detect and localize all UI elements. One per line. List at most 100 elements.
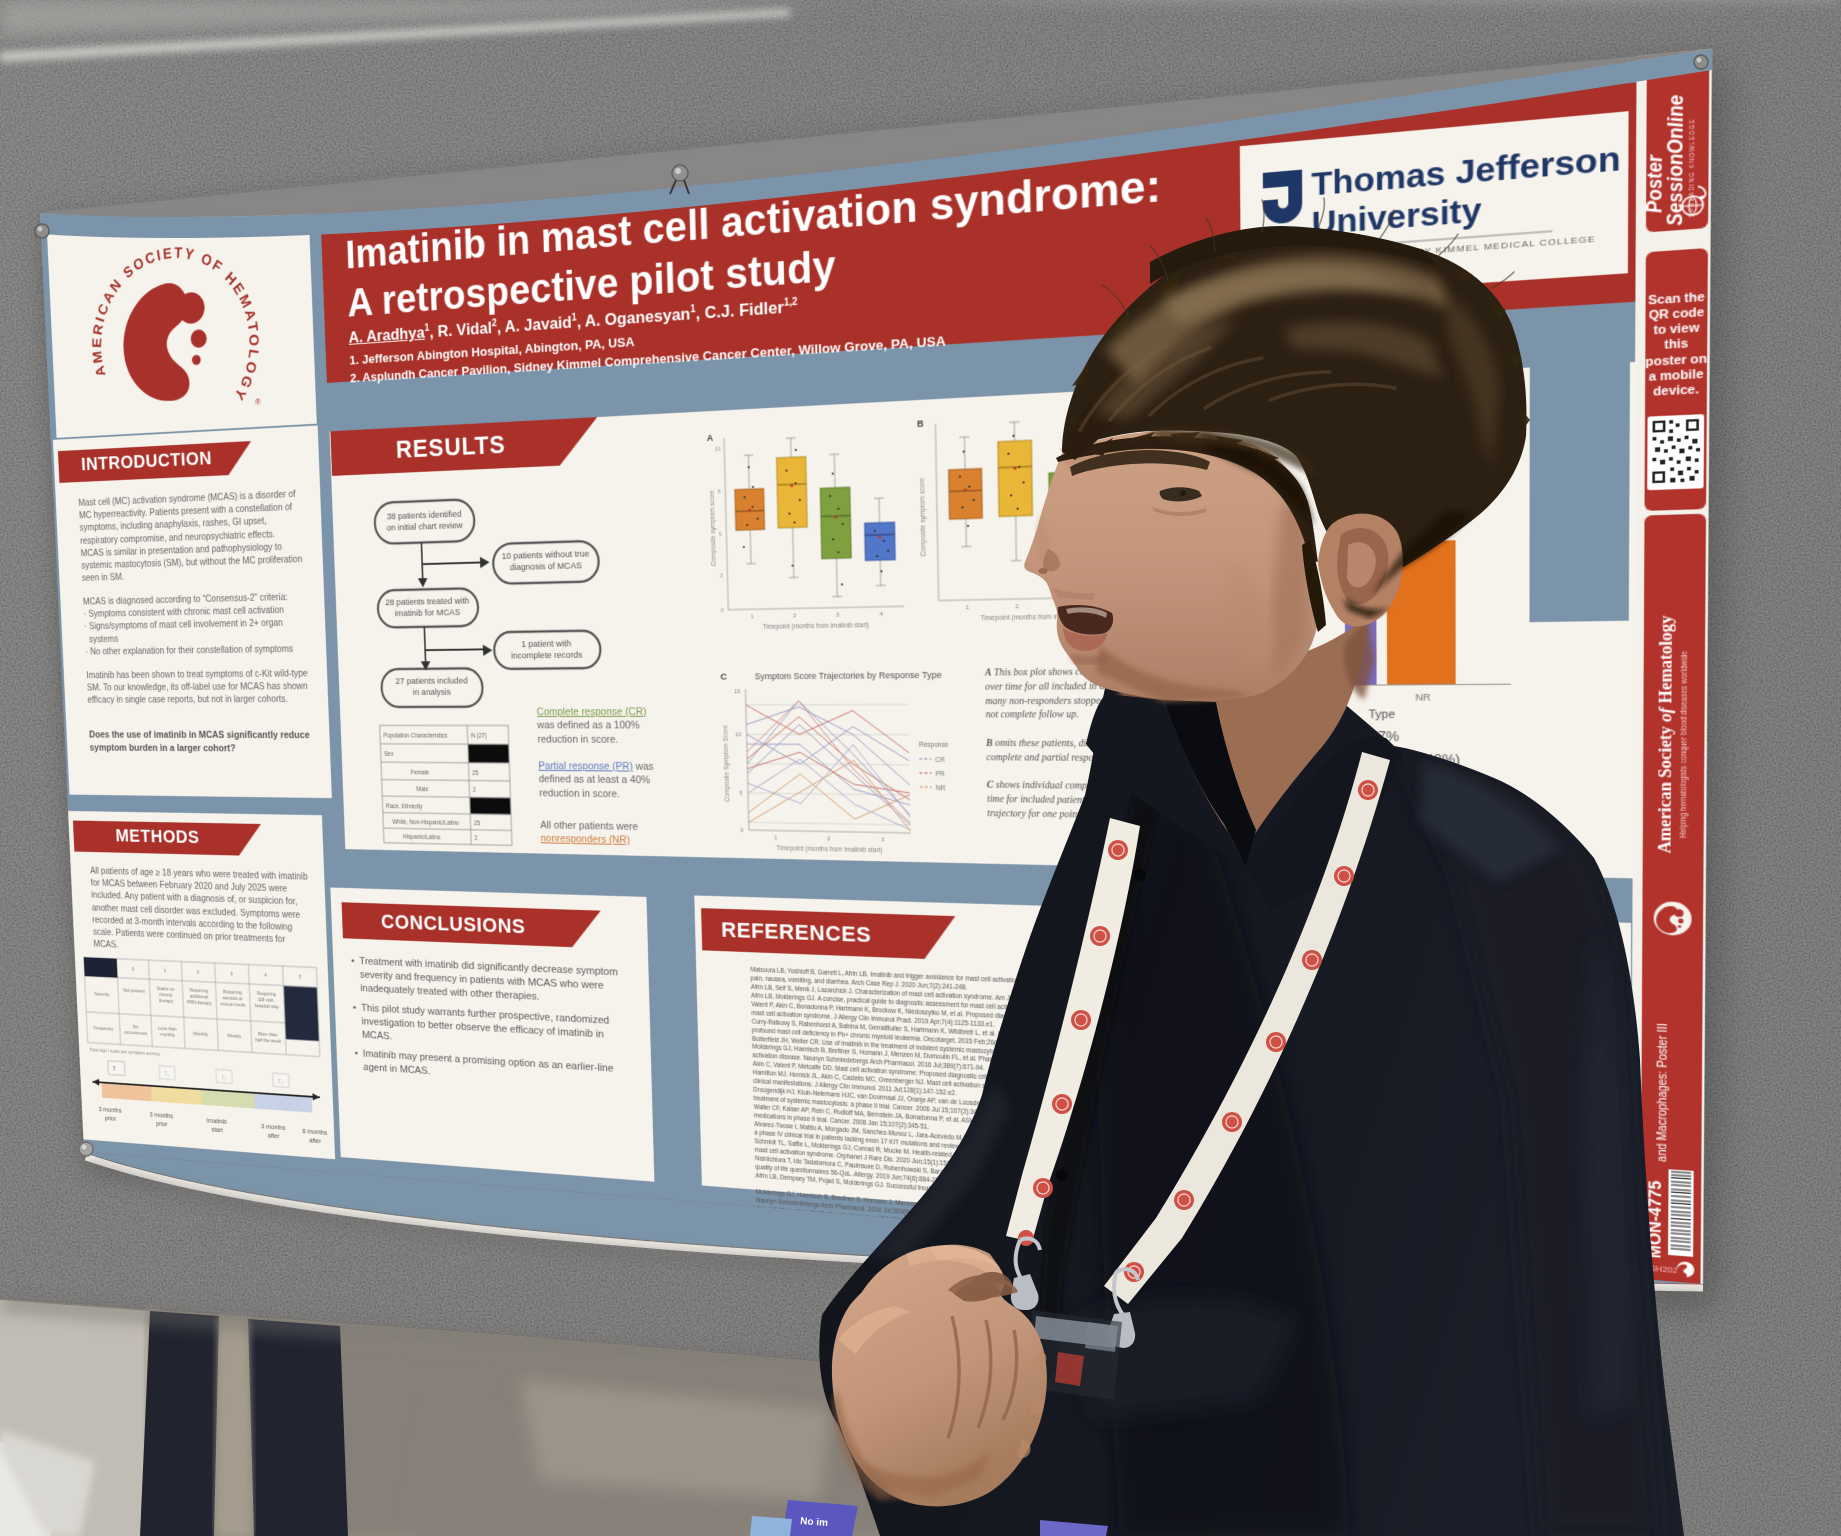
svg-text:5: 5 — [299, 974, 302, 979]
svg-text:additional: additional — [190, 993, 208, 999]
svg-text:Composite Symptom Score: Composite Symptom Score — [723, 725, 732, 802]
svg-text:incomplete records: incomplete records — [511, 650, 583, 661]
svg-text:rescue meds: rescue meds — [220, 1001, 246, 1008]
svg-text:Hispanic/Latino: Hispanic/Latino — [403, 834, 441, 841]
svg-text:15: 15 — [734, 688, 741, 695]
svg-text:®: ® — [255, 397, 261, 407]
svg-text:0: 0 — [740, 827, 744, 834]
svg-text:Race, Ethnicity: Race, Ethnicity — [386, 804, 423, 811]
svg-text:N (27): N (27) — [471, 733, 487, 740]
svg-text:chronic: chronic — [159, 992, 173, 998]
svg-text:3: 3 — [881, 837, 885, 844]
svg-text:diagnosis of MCAS: diagnosis of MCAS — [510, 560, 582, 572]
svg-text:2: 2 — [197, 969, 200, 974]
svg-text:5: 5 — [739, 790, 743, 797]
svg-text:hospital stay: hospital stay — [255, 1003, 280, 1010]
svg-text:Not present: Not present — [123, 988, 145, 994]
svg-text:Male: Male — [416, 787, 428, 794]
svg-text:3: 3 — [720, 573, 724, 579]
svg-text:Severity: Severity — [94, 991, 110, 997]
svg-text:steroids or: steroids or — [222, 995, 243, 1001]
svg-text:5: 5 — [719, 531, 723, 537]
svg-text:prior: prior — [105, 1115, 116, 1123]
svg-text:Female: Female — [411, 770, 430, 777]
svg-text:0: 0 — [132, 966, 135, 971]
svg-text:3 months: 3 months — [261, 1123, 286, 1132]
svg-text:on initial chart review: on initial chart review — [386, 520, 463, 533]
svg-text:Response: Response — [919, 742, 949, 749]
svg-text:10: 10 — [715, 446, 721, 452]
svg-text:PR: PR — [936, 771, 945, 778]
svg-text:Imatinib: Imatinib — [206, 1117, 227, 1126]
svg-text:Frequency: Frequency — [94, 1025, 114, 1031]
svg-text:More than: More than — [258, 1031, 278, 1037]
svg-text:2: 2 — [793, 613, 797, 620]
svg-text:1: 1 — [164, 968, 167, 973]
svg-text:Timepoint (months from imatini: Timepoint (months from imatinib start) — [980, 613, 1095, 622]
svg-text:3 months: 3 months — [150, 1111, 174, 1120]
svg-text:imatinib for MCAS: imatinib for MCAS — [395, 607, 461, 618]
svg-text:Composite symptom score: Composite symptom score — [709, 490, 718, 566]
svg-text:half the week: half the week — [255, 1037, 282, 1044]
svg-text:T₁: T₁ — [164, 1071, 169, 1078]
svg-text:NR: NR — [936, 785, 946, 792]
svg-text:occurrences: occurrences — [124, 1030, 147, 1037]
svg-text:Requiring: Requiring — [190, 987, 209, 993]
svg-text:10 patients without true: 10 patients without true — [502, 548, 591, 561]
svg-text:Population Characteristics: Population Characteristics — [383, 733, 447, 740]
svg-text:A: A — [707, 432, 714, 443]
svg-text:2: 2 — [473, 787, 476, 794]
svg-text:C: C — [720, 671, 727, 682]
svg-text:2: 2 — [474, 836, 477, 843]
svg-text:T₂: T₂ — [221, 1075, 227, 1082]
svg-text:2: 2 — [1015, 603, 1019, 611]
svg-text:CR: CR — [935, 757, 945, 764]
svg-text:Less than: Less than — [158, 1025, 177, 1031]
svg-text:start: start — [211, 1126, 223, 1134]
svg-text:10: 10 — [735, 732, 742, 739]
svg-text:1: 1 — [774, 835, 778, 842]
svg-text:in analysis: in analysis — [413, 687, 451, 697]
svg-text:8: 8 — [718, 488, 722, 494]
svg-text:Helping hematologists conquer: Helping hematologists conquer blood dise… — [1680, 651, 1690, 838]
svg-text:ER visit,: ER visit, — [258, 997, 274, 1003]
svg-text:38 patients identified: 38 patients identified — [387, 509, 462, 522]
svg-text:0: 0 — [721, 607, 725, 613]
svg-text:28 patients treated with: 28 patients treated with — [385, 596, 469, 608]
svg-text:White, Non-Hispanic/Latino: White, Non-Hispanic/Latino — [392, 819, 459, 827]
svg-text:SPREADING KNOWLEDGE: SPREADING KNOWLEDGE — [1688, 118, 1696, 218]
svg-text:4: 4 — [264, 972, 267, 977]
svg-text:Requiring: Requiring — [257, 991, 276, 997]
svg-text:T: T — [113, 1066, 117, 1072]
svg-text:prior: prior — [156, 1120, 168, 1128]
svg-text:4: 4 — [880, 611, 884, 618]
svg-text:SessionOnline: SessionOnline — [1663, 93, 1687, 226]
svg-text:6 months: 6 months — [302, 1128, 327, 1137]
svg-text:Monthly: Monthly — [193, 1031, 209, 1037]
svg-text:after: after — [309, 1137, 321, 1145]
svg-text:Sex: Sex — [384, 751, 394, 758]
svg-text:Requiring: Requiring — [223, 989, 242, 995]
svg-text:3: 3 — [230, 971, 233, 976]
svg-text:1: 1 — [751, 613, 755, 620]
svg-text:3 months: 3 months — [99, 1106, 122, 1115]
svg-text:NR: NR — [1415, 691, 1431, 703]
svg-text:therapy: therapy — [159, 998, 174, 1004]
svg-text:Timepoint (months from imatini: Timepoint (months from imatinib start) — [776, 845, 883, 854]
svg-text:2: 2 — [827, 836, 831, 843]
svg-text:1 patient with: 1 patient with — [521, 638, 571, 649]
svg-text:No: No — [133, 1024, 139, 1029]
svg-text:T₃: T₃ — [278, 1079, 285, 1086]
svg-text:American Society of Hematology: American Society of Hematology — [1654, 614, 1677, 853]
svg-text:No im: No im — [800, 1516, 829, 1529]
svg-text:Weekly: Weekly — [227, 1033, 242, 1039]
svg-text:monthly: monthly — [160, 1032, 176, 1038]
svg-text:PRN therapy: PRN therapy — [187, 999, 212, 1006]
svg-text:Symptom Score Trajectories by: Symptom Score Trajectories by Response T… — [755, 669, 942, 681]
svg-text:Poster: Poster — [1646, 153, 1667, 214]
svg-text:25: 25 — [474, 821, 480, 828]
svg-text:B: B — [917, 418, 925, 429]
svg-text:Stable on: Stable on — [157, 986, 175, 992]
svg-text:Composite symptom score: Composite symptom score — [919, 478, 928, 557]
svg-text:3: 3 — [836, 612, 840, 619]
